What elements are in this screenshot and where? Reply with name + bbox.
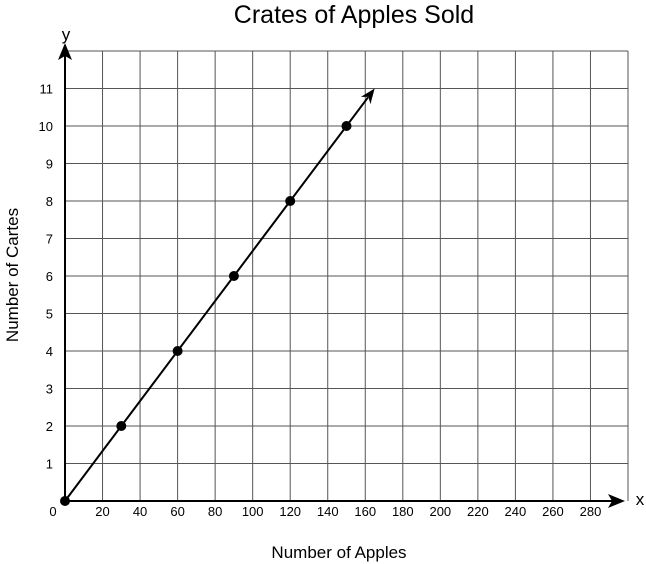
x-tick-label: 140 bbox=[317, 504, 339, 519]
y-tick-label: 2 bbox=[46, 419, 53, 434]
y-tick-label: 9 bbox=[46, 157, 53, 172]
x-axis-arrowhead bbox=[608, 494, 625, 508]
x-axis-label: Number of Apples bbox=[271, 543, 406, 562]
x-tick-label: 120 bbox=[279, 504, 301, 519]
data-point bbox=[228, 271, 239, 281]
series-line-group bbox=[60, 88, 375, 506]
chart-title: Crates of Apples Sold bbox=[234, 1, 474, 29]
series-arrowhead bbox=[360, 88, 375, 105]
y-tick-label: 11 bbox=[40, 82, 54, 97]
tick-labels: 20 40 60 80 100 120 140 160 180 200 220 240 260 28012… bbox=[39, 82, 602, 520]
y-tick-label: 5 bbox=[46, 307, 53, 322]
x-tick-label: 280 bbox=[580, 504, 602, 519]
grid bbox=[65, 50, 629, 501]
y-tick-label: 6 bbox=[46, 269, 53, 284]
x-tick-label: 100 bbox=[242, 504, 264, 519]
x-tick-label: 60 bbox=[170, 504, 184, 519]
y-tick-label: 7 bbox=[46, 232, 53, 247]
x-tick-label: 240 bbox=[505, 504, 527, 519]
y-tick-label: 1 bbox=[46, 457, 53, 472]
x-tick-label: 180 bbox=[392, 504, 414, 519]
axes bbox=[58, 43, 625, 508]
x-axis-letter: x bbox=[636, 490, 645, 509]
x-tick-label: 200 bbox=[429, 504, 451, 519]
x-tick-label: 160 bbox=[354, 504, 376, 519]
y-axis-label: Number of Cartes bbox=[3, 208, 22, 342]
x-tick-label: 40 bbox=[133, 504, 147, 519]
y-tick-label: 4 bbox=[46, 344, 53, 359]
data-point bbox=[116, 421, 127, 431]
origin-label: 0 bbox=[49, 504, 56, 519]
y-tick-label: 10 bbox=[39, 119, 53, 134]
data-point bbox=[285, 196, 296, 206]
y-tick-label: 8 bbox=[46, 194, 53, 209]
data-point bbox=[341, 121, 352, 131]
x-tick-label: 260 bbox=[542, 504, 564, 519]
data-point bbox=[172, 346, 183, 356]
y-tick-label: 3 bbox=[46, 382, 53, 397]
y-axis-letter: y bbox=[62, 25, 71, 44]
y-axis-arrowhead bbox=[58, 43, 72, 60]
x-tick-label: 220 bbox=[467, 504, 489, 519]
x-tick-label: 20 bbox=[95, 504, 109, 519]
x-tick-label: 80 bbox=[208, 504, 222, 519]
series-line bbox=[64, 96, 369, 502]
data-point bbox=[60, 496, 70, 506]
